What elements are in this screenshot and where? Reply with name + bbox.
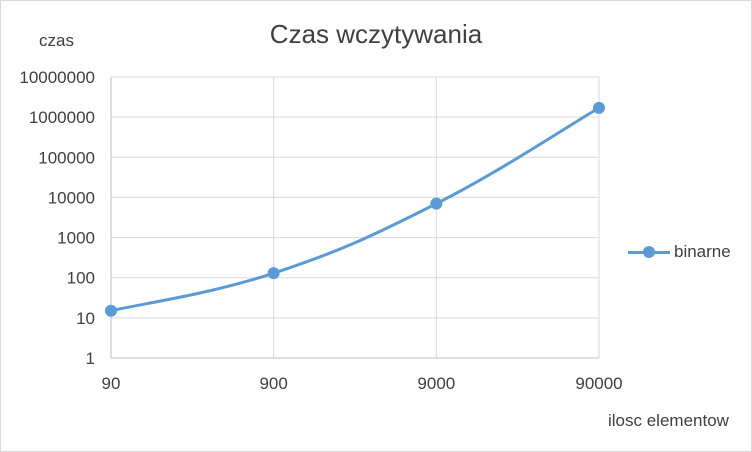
gridlines — [111, 76, 600, 358]
y-tick-label: 10 — [76, 309, 95, 328]
data-point — [593, 101, 605, 114]
legend-label: binarne — [674, 242, 731, 261]
y-tick-label: 10000000 — [19, 68, 95, 87]
y-tick-label: 100 — [67, 269, 95, 288]
x-tick-label: 90 — [102, 374, 121, 393]
data-point — [267, 267, 280, 280]
x-tick-label: 9000 — [417, 374, 455, 393]
legend-marker — [628, 242, 670, 262]
tick-labels: 1 10 100 1000 10000 100000 1000000 10000000 90 90… — [19, 68, 622, 393]
x-tick-label: 900 — [259, 374, 287, 393]
axes — [110, 77, 599, 359]
legend-dot-swatch — [643, 246, 655, 258]
y-tick-label: 1000 — [57, 229, 95, 248]
y-axis-title: czas — [39, 31, 74, 50]
data-point — [430, 197, 443, 210]
data-point — [105, 304, 117, 317]
x-tick-label: 90000 — [575, 374, 622, 393]
x-axis-title: ilosc elementow — [608, 411, 729, 430]
series-line — [109, 106, 601, 313]
y-tick-label: 1000000 — [29, 108, 95, 127]
y-tick-label: 100000 — [38, 148, 95, 167]
series-layer — [105, 101, 605, 317]
y-tick-label: 1 — [86, 349, 95, 368]
chart-title: Czas wczytywania — [269, 19, 483, 49]
legend: binarne — [628, 242, 731, 262]
y-tick-label: 10000 — [48, 188, 95, 207]
